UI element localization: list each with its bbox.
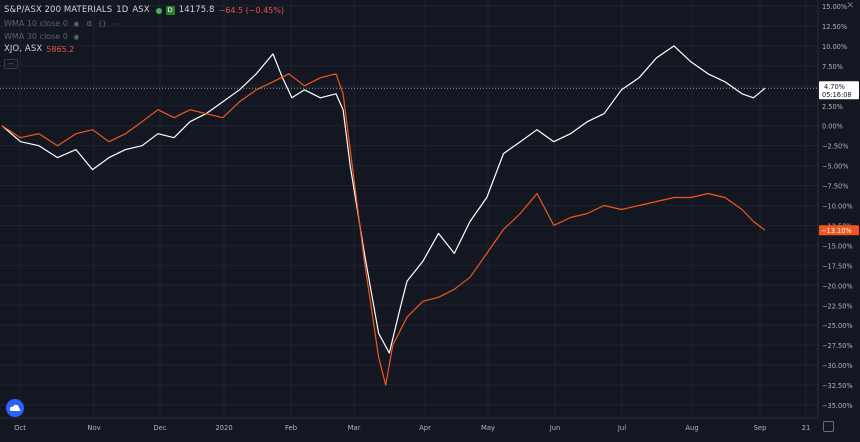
time-axis-bg [0, 418, 860, 438]
series-line-0[interactable] [1, 45, 766, 354]
ma1-row[interactable]: WMA 10 close 0 ◉ ⚙ {} ⋯ [4, 17, 284, 30]
more-icon[interactable]: ⋯ [111, 19, 119, 28]
symbol-title[interactable]: S&P/ASX 200 MATERIALS [4, 5, 113, 16]
gear-icon[interactable] [823, 421, 834, 432]
x-tick-label-1: Nov [87, 424, 100, 432]
cloud-glyph [9, 404, 21, 411]
y-tick-label-12: −15.00% [822, 242, 853, 250]
x-tick-label-0: Oct [14, 424, 26, 432]
close-icon[interactable]: ✕ [846, 1, 854, 11]
ma1-label[interactable]: WMA 10 close 0 [4, 18, 68, 28]
y-tick-label-16: −25.00% [822, 322, 853, 330]
collapse-row[interactable]: − [4, 56, 284, 69]
collapse-legend-icon[interactable]: − [4, 58, 18, 69]
compare-value: 5865.2 [46, 44, 75, 54]
last-price: 14175.8 [178, 5, 215, 16]
orange-price-tag [819, 225, 859, 236]
y-tick-label-14: −20.00% [822, 282, 853, 290]
series-line-1[interactable] [1, 73, 766, 386]
ma2-row[interactable]: WMA 30 close 0 ◉ [4, 30, 284, 43]
y-tick-label-19: −32.50% [822, 382, 853, 390]
chart-legend: S&P/ASX 200 MATERIALS 1D ASX D 14175.8 −… [4, 4, 284, 69]
price-axis[interactable]: 15.00%12.50%10.00%7.50%5.00%2.50%0.00%−2… [817, 0, 860, 438]
curly-icon[interactable]: {} [97, 19, 107, 28]
x-tick-label-3: 2020 [215, 424, 232, 432]
orange-price-tag-pct: −13.10% [821, 227, 852, 235]
y-tick-label-5: 2.50% [822, 103, 843, 111]
series-layer[interactable] [1, 45, 766, 386]
y-tick-label-10: −10.00% [822, 203, 853, 211]
delayed-badge: D [165, 6, 175, 15]
x-tick-label-7: May [481, 424, 495, 432]
x-tick-label-8: Jun [549, 424, 561, 432]
x-tick-label-10: Aug [685, 424, 698, 432]
settings-icon[interactable]: ⚙ [86, 19, 93, 28]
y-tick-label-8: −5.00% [822, 163, 848, 171]
compare-symbol[interactable]: XJO, ASX [4, 44, 43, 55]
y-tick-label-2: 10.00% [822, 43, 847, 51]
y-tick-label-3: 7.50% [822, 63, 843, 71]
ma2-label[interactable]: WMA 30 close 0 [4, 31, 68, 41]
y-tick-label-13: −17.50% [822, 262, 853, 270]
y-tick-label-20: −35.00% [822, 402, 853, 410]
y-tick-label-7: −2.50% [822, 143, 848, 151]
y-tick-label-6: 0.00% [822, 123, 843, 131]
x-tick-label-12: 21 [802, 424, 811, 432]
y-tick-label-1: 12.50% [822, 23, 847, 31]
price-axis-bg [818, 0, 860, 438]
y-tick-label-18: −30.00% [822, 362, 853, 370]
y-tick-label-15: −22.50% [822, 302, 853, 310]
grid-layer [0, 0, 818, 418]
white-price-tag [819, 81, 859, 100]
x-tick-label-2: Dec [153, 424, 166, 432]
y-tick-label-0: 15.00% [822, 3, 847, 11]
main-series-row[interactable]: S&P/ASX 200 MATERIALS 1D ASX D 14175.8 −… [4, 4, 284, 17]
x-tick-label-5: Mar [348, 424, 361, 432]
x-tick-label-11: Sep [754, 424, 767, 432]
white-price-tag-timer: 05:16:08 [822, 91, 852, 99]
compare-row[interactable]: XJO, ASX 5865.2 [4, 43, 284, 56]
price-tags: 4.70%05:16:08 −13.10% [819, 81, 859, 236]
white-price-tag-pct: 4.70% [824, 83, 845, 91]
cloud-icon[interactable] [6, 399, 24, 417]
price-change: −64.5 (−0.45%) [218, 5, 284, 15]
time-axis[interactable]: Oct Nov Dec 2020 Feb Mar Apr May Jun Jul Aug Sep 21 [0, 417, 860, 438]
interval-label[interactable]: 1D [116, 5, 129, 16]
market-status-icon [155, 7, 162, 14]
y-tick-label-9: −7.50% [822, 183, 848, 191]
x-tick-label-9: Jul [617, 424, 626, 432]
x-tick-label-6: Apr [419, 424, 431, 432]
y-tick-label-17: −27.50% [822, 342, 853, 350]
exchange-label: ASX [132, 5, 150, 16]
x-tick-label-4: Feb [285, 424, 297, 432]
eye-icon[interactable]: ◉ [73, 19, 80, 28]
eye-icon[interactable]: ◉ [73, 32, 80, 41]
